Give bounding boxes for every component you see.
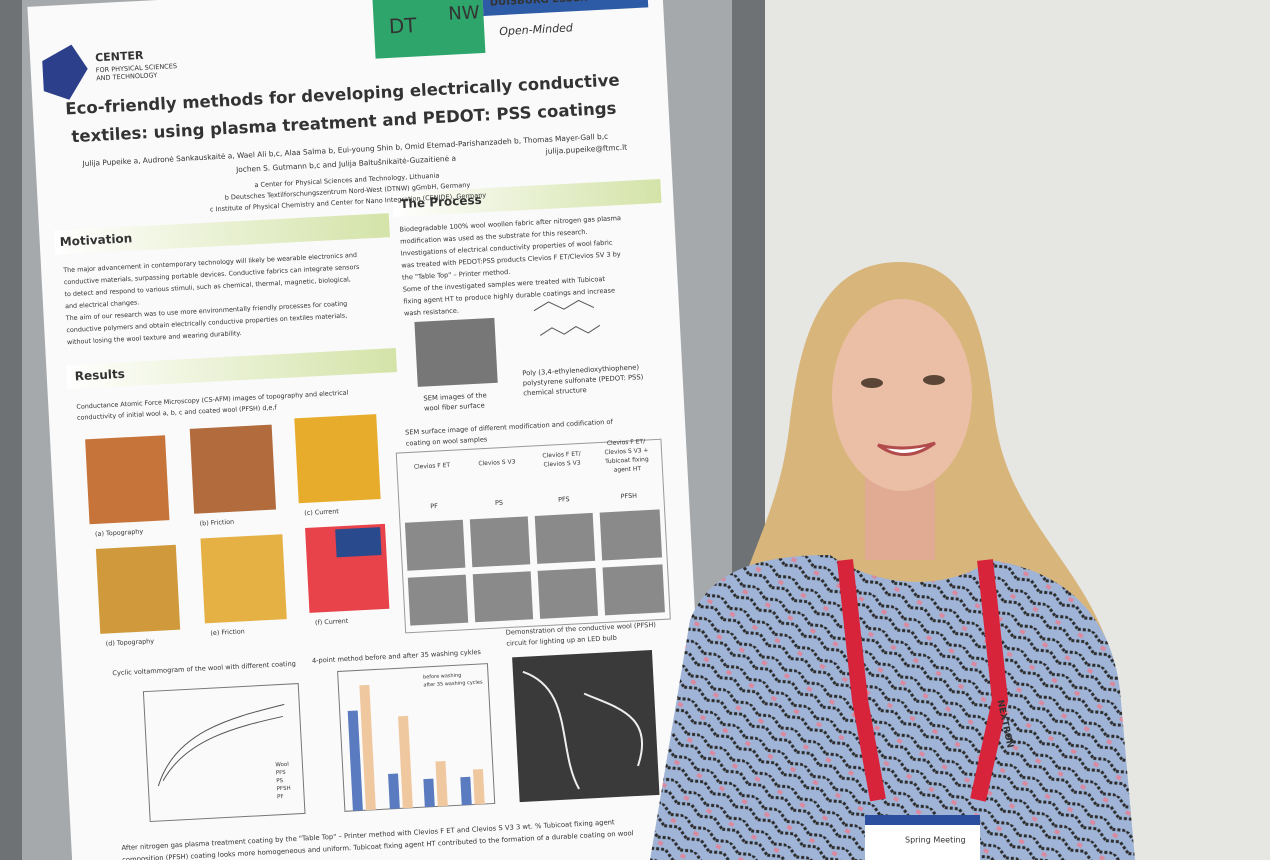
caption: SEM images of the	[423, 391, 487, 402]
logo-mark	[42, 44, 88, 100]
badge-stripe	[865, 815, 980, 825]
blouse	[650, 555, 1135, 860]
legend-entry: PFS	[276, 770, 287, 777]
caption: wool fiber surface	[424, 401, 485, 412]
section-bar	[54, 213, 390, 255]
table-cell: PFS	[558, 495, 570, 504]
table-cell: PFSH	[620, 492, 637, 501]
fourpoint-plot	[337, 663, 496, 812]
person	[650, 262, 1135, 860]
image-label: (d) Topography	[106, 637, 155, 648]
table-cell: PS	[495, 499, 503, 507]
image-label: (a) Topography	[95, 527, 144, 538]
dtnw-logo	[372, 0, 486, 59]
table-header: Clevios S V3 +	[604, 447, 648, 456]
lanyard	[837, 559, 886, 802]
cv-plot	[142, 683, 306, 823]
poster-text: AND TECHNOLOGY	[96, 71, 157, 82]
university-logo	[482, 0, 649, 16]
afm-image	[189, 424, 277, 514]
caption: chemical structure	[523, 386, 587, 397]
logo-text: DUISBURG ESSEN	[490, 0, 589, 9]
legend-entry: PF	[277, 794, 284, 800]
poster-text: and electrical changes.	[65, 298, 140, 310]
logo-text: NW	[448, 2, 481, 25]
sem-image	[414, 317, 498, 387]
logo-text: DT	[388, 13, 418, 38]
section-bar	[392, 178, 662, 217]
org-name: CENTER	[95, 49, 144, 65]
legend-entry: Wool	[275, 762, 289, 769]
led-wires	[522, 670, 644, 790]
badge-text: Spring Meeting	[905, 836, 966, 845]
afm-image	[95, 544, 181, 634]
image-label: (e) Friction	[210, 627, 245, 637]
lanyard	[970, 559, 1009, 802]
table-header: Clevios S V3	[478, 458, 516, 467]
image-label: (c) Current	[304, 507, 339, 517]
section-heading: The Process	[400, 193, 482, 211]
image-label: (b) Friction	[199, 518, 234, 528]
legend-entry: after 35 washing cycles	[423, 679, 483, 688]
afm-image	[200, 534, 287, 624]
table-header: Clevios F ET/	[607, 438, 647, 447]
sem-grid	[404, 509, 665, 626]
smile	[877, 441, 936, 456]
face	[832, 299, 972, 491]
afm-image	[85, 435, 170, 525]
table-header: Clevios S V3	[543, 459, 581, 468]
afm-image	[335, 527, 382, 558]
motto: Open-Minded	[499, 21, 574, 38]
table-cell: PF	[430, 502, 438, 510]
section-heading: Motivation	[59, 231, 132, 249]
table-header: Tubicoat fixing	[604, 456, 649, 465]
eye	[923, 375, 945, 385]
eye	[861, 378, 883, 388]
section-bar	[66, 348, 398, 390]
image-label: (f) Current	[315, 617, 349, 627]
table-header: Clevios F ET	[414, 462, 451, 471]
email: julija.pupeike@ftmc.lt	[544, 143, 627, 156]
cv-curves	[157, 703, 285, 787]
afm-image	[294, 414, 381, 504]
legend-entry: before washing	[423, 673, 462, 681]
section-heading: Results	[74, 367, 125, 384]
sem-table	[395, 438, 671, 634]
table-header: agent HT	[614, 465, 642, 473]
legend-entry: PS	[276, 778, 284, 784]
fourpoint-bars	[347, 684, 485, 811]
chem-structure	[533, 299, 601, 336]
led-photo	[512, 650, 660, 803]
legend-entry: PFSH	[277, 786, 291, 793]
table-header: Clevios F ET/	[542, 450, 582, 459]
poster-text: wash resistance.	[404, 307, 459, 318]
